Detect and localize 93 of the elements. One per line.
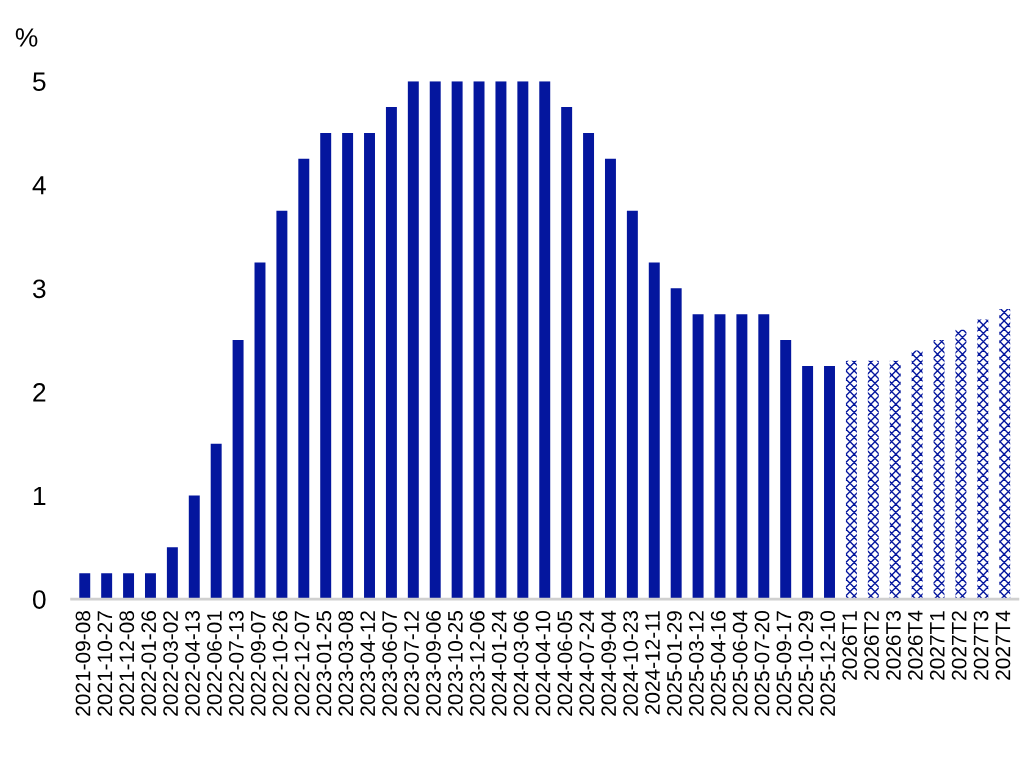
x-tick-label: 2022-09-07 <box>250 611 266 716</box>
x-tick-label: 2021-12-08 <box>119 611 135 716</box>
bar <box>999 309 1011 600</box>
bar <box>714 314 726 600</box>
bar <box>758 314 770 600</box>
bar <box>123 573 135 600</box>
x-tick-label: 2026T3 <box>886 611 901 680</box>
bar <box>604 158 616 600</box>
y-tick-label: 3 <box>32 279 46 299</box>
x-tick-label: 2027T2 <box>951 611 967 680</box>
bar <box>364 132 375 600</box>
bar <box>166 547 178 600</box>
x-tick-label: 2025-10-29 <box>798 611 814 716</box>
x-tick-label: 2027T3 <box>973 611 989 680</box>
x-tick-label: 2025-04-16 <box>710 611 726 716</box>
bar <box>342 132 354 600</box>
bar <box>933 340 945 600</box>
bar <box>583 132 595 600</box>
y-tick-label: 0 <box>32 590 46 609</box>
bar <box>495 81 507 600</box>
x-tick-label: 2024-09-04 <box>601 610 617 716</box>
bar <box>539 81 551 600</box>
x-tick-label: 2026T4 <box>907 610 923 680</box>
y-tick-label: 5 <box>32 72 46 91</box>
x-tick-label: 2023-06-07 <box>382 611 398 716</box>
bar <box>780 340 792 600</box>
x-tick-label: 2021-09-08 <box>75 611 91 716</box>
x-tick-label: 2025-07-20 <box>754 610 770 716</box>
bar <box>911 350 923 600</box>
bar <box>298 158 310 600</box>
bar <box>407 81 419 600</box>
x-tick-label: 2026T1 <box>842 611 857 680</box>
x-tick-label: 2023-04-12 <box>360 611 376 716</box>
bar <box>232 340 244 600</box>
x-tick-label: 2024-06-05 <box>557 611 573 716</box>
x-tick-label: 2025-03-12 <box>688 611 704 716</box>
bar <box>955 329 967 600</box>
bar <box>670 288 682 600</box>
y-tick-label: 2 <box>33 383 46 402</box>
bar <box>188 495 200 600</box>
bar <box>867 360 879 600</box>
x-tick-label: 2022-06-01 <box>207 611 222 716</box>
x-tick-label: 2025-01-29 <box>667 611 682 716</box>
x-tick-label: 2027T1 <box>929 611 945 680</box>
x-tick-label: 2024-04-10 <box>535 610 551 716</box>
x-tick-label: 2022-07-13 <box>228 611 244 716</box>
bar <box>977 319 989 600</box>
x-tick-label: 2024-03-06 <box>513 611 529 716</box>
bar <box>692 314 704 600</box>
bar <box>802 366 814 600</box>
bar <box>824 366 835 600</box>
bar <box>79 573 91 600</box>
bar <box>451 81 463 600</box>
bar <box>254 262 266 600</box>
bar <box>320 132 332 600</box>
x-tick-label: 2025-09-17 <box>776 611 792 716</box>
bar <box>517 81 529 600</box>
bar <box>144 573 156 600</box>
y-tick-label: 4 <box>32 176 46 195</box>
x-tick-label: 2023-07-12 <box>404 611 419 716</box>
bar <box>648 262 660 600</box>
bar <box>626 210 638 600</box>
x-tick-label: 2023-09-06 <box>426 611 441 716</box>
x-tick-label: 2024-07-24 <box>579 610 595 716</box>
x-tick-label: 2023-01-25 <box>316 611 332 716</box>
x-tick-label: 2022-04-13 <box>185 611 200 716</box>
bar <box>276 210 288 600</box>
x-tick-label: 2021-10-27 <box>97 611 113 716</box>
x-tick-label: 2025-06-04 <box>732 610 748 716</box>
x-tick-label: 2024-12-11 <box>645 611 660 715</box>
x-tick-label: 2022-01-26 <box>141 611 157 716</box>
x-tick-label: 2024-01-24 <box>491 610 507 716</box>
x-tick-label: 2025-12-10 <box>820 610 836 716</box>
bar <box>845 360 857 600</box>
y-tick-label: 1 <box>33 486 46 506</box>
y-axis-title: % <box>15 28 38 47</box>
bar <box>210 443 222 600</box>
x-tick-label: 2022-03-02 <box>163 611 178 716</box>
bar <box>736 314 748 600</box>
bar <box>473 81 485 600</box>
x-tick-label: 2026T2 <box>864 611 879 680</box>
bar <box>101 573 113 600</box>
x-tick-label: 2024-10-23 <box>623 611 638 716</box>
bar <box>561 107 573 600</box>
x-tick-label: 2022-12-07 <box>294 611 310 716</box>
bar <box>429 81 441 600</box>
x-tick-label: 2023-10-25 <box>447 611 463 716</box>
x-tick-label: 2023-12-06 <box>469 611 485 716</box>
x-tick-label: 2027T4 <box>995 610 1011 680</box>
x-tick-label: 2023-03-08 <box>338 611 354 716</box>
bar <box>385 107 397 600</box>
x-tick-label: 2022-10-26 <box>272 611 288 716</box>
bar <box>889 360 901 600</box>
